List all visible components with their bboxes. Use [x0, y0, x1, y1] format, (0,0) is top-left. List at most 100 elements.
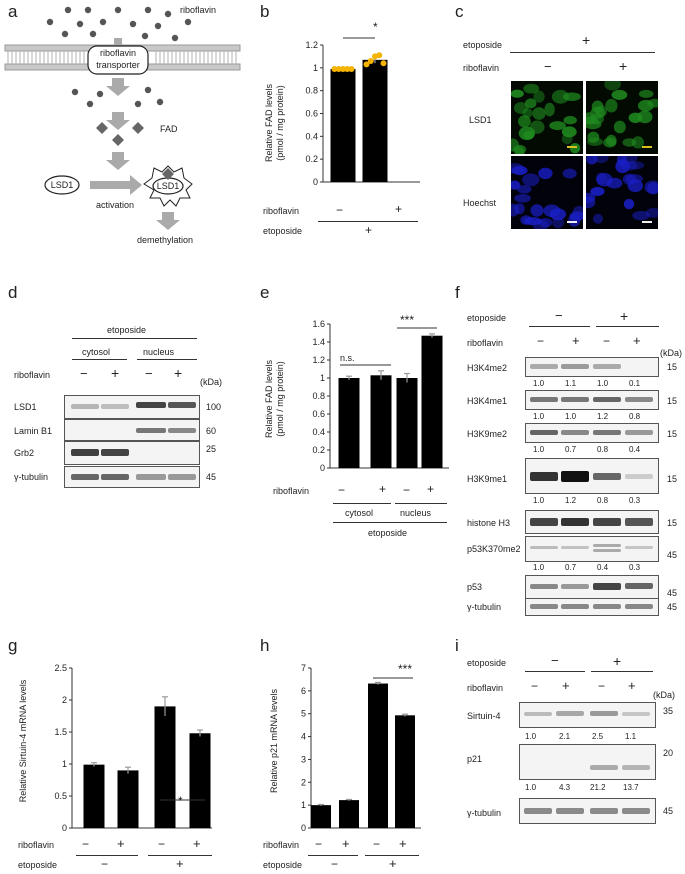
data-point [367, 57, 374, 64]
pathway-diagram [4, 6, 241, 230]
cell-nucleus [532, 107, 546, 120]
cell-nucleus [525, 98, 537, 109]
scale-bar [642, 146, 652, 148]
p21-bar-chart: 0 1 2 3 4 5 6 7 [301, 663, 421, 833]
panel-label-d: d [8, 283, 18, 302]
y-tick-label: 7 [301, 663, 306, 673]
panel-b-ribo-1: − [336, 203, 344, 217]
panel-f-ribo-label: riboflavin [467, 338, 504, 348]
y-tick-label: 0.4 [305, 131, 318, 141]
panel-d: etoposide cytosol nucleus riboflavin − +… [0, 300, 250, 500]
hoechst-image-minus [511, 156, 583, 229]
bar [339, 800, 359, 828]
divider [72, 359, 127, 360]
cell-nucleus [632, 210, 650, 221]
data-point [363, 61, 370, 68]
cell-nucleus [611, 89, 628, 100]
panel-label-f: f [455, 283, 460, 302]
cell-nucleus [568, 214, 581, 227]
panel-b-ylabel: Relative FAD levels (pmol / mg protein) [264, 83, 285, 163]
eto-sign: − [555, 308, 563, 323]
panel-b-ribo-label: riboflavin [263, 206, 300, 216]
y-tick-label: 0 [313, 177, 318, 187]
quant-value: 1.1 [565, 379, 577, 388]
eto-sign: − [551, 653, 559, 668]
blot-label: p53 [467, 582, 483, 592]
quant-value: 0.8 [629, 412, 641, 421]
quant-value: 0.7 [565, 445, 577, 454]
ribo-sign: + [399, 836, 407, 851]
bar [154, 706, 176, 828]
quant-value: 1.0 [525, 783, 537, 792]
panel-label-a: a [8, 2, 18, 21]
cell-nucleus [604, 81, 621, 91]
blot-p53k370me2 [525, 536, 659, 562]
panel-f-eto-label: etoposide [467, 313, 507, 323]
cell-nucleus [590, 106, 606, 119]
lsd1-label: LSD1 [50, 180, 74, 190]
kda-marker: 25 [206, 444, 217, 454]
panel-h-sig: *** [398, 662, 413, 676]
cell-nucleus [603, 137, 617, 148]
divider [76, 855, 138, 856]
ribo-sign: − [603, 334, 611, 348]
cell-nucleus [590, 186, 605, 196]
data-point [348, 65, 355, 72]
panel-f: etoposide − + riboflavin − + − + (kDa) H… [455, 300, 685, 616]
y-tick-label: 1.2 [305, 40, 318, 50]
blot-label: p21 [467, 754, 483, 764]
scale-bar [567, 146, 577, 148]
blot-h3k9me2 [525, 423, 659, 443]
cell-nucleus [523, 130, 534, 140]
panel-b-eto-val: + [365, 223, 373, 237]
panel-c-eto-label: etoposide [463, 40, 503, 50]
lsd1-active-label: LSD1 [156, 181, 180, 191]
y-tick-label: 6 [301, 686, 306, 696]
quant-value: 0.4 [597, 563, 609, 572]
riboflavin-label: riboflavin [180, 5, 217, 15]
panel-c-hoechst-label: Hoechst [463, 198, 497, 208]
ribo-sign: + [427, 482, 435, 496]
panel-g-eto-label: etoposide [18, 860, 58, 870]
kda-marker: 15 [667, 396, 678, 406]
blot-tubulin [64, 466, 200, 488]
panel-g-ribo-label: riboflavin [18, 840, 55, 850]
blot-label: H3K9me1 [467, 474, 508, 484]
bar [189, 733, 211, 828]
ribo-sign: − [158, 837, 166, 851]
bar [311, 805, 331, 828]
transporter-line1: riboflavin [99, 48, 137, 58]
quant-value: 2.5 [592, 732, 604, 741]
panel-e-ns: n.s. [340, 353, 355, 363]
eto-sign: − [101, 857, 109, 871]
quant-value: 0.4 [629, 445, 641, 454]
quant-value: 0.3 [629, 563, 641, 572]
cell-nucleus [596, 173, 613, 187]
blot-g-tubulin-f [525, 598, 659, 616]
panel-g: 0 0.5 1 1.5 2 2.5 Relative Sirtuin-4 mRNA lev… [0, 650, 250, 874]
ribo-sign: − [598, 679, 606, 693]
data-point [380, 60, 387, 67]
panel-e-cytosol: cytosol [345, 508, 374, 518]
panel-b-sig: * [373, 20, 378, 34]
divider [591, 671, 653, 672]
blot-grb2 [64, 441, 200, 465]
data-point [340, 65, 346, 72]
cell-nucleus [561, 126, 577, 138]
cell-nucleus [523, 83, 540, 94]
panel-label-h: h [260, 636, 270, 655]
quant-value: 1.0 [533, 379, 545, 388]
blot-label: H3K9me2 [467, 429, 508, 439]
blot-label-tubulin: γ-tubulin [14, 472, 49, 482]
quant-value: 4.3 [559, 783, 571, 792]
cell-nucleus [544, 102, 555, 117]
blot-sirtuin4 [519, 702, 656, 728]
eto-sign: + [620, 308, 629, 324]
panel-g-sig: * [178, 794, 183, 808]
cell-nucleus [549, 121, 566, 131]
quant-value: 1.0 [525, 732, 537, 741]
cell-nucleus [569, 143, 581, 154]
y-tick-label: 0 [62, 823, 67, 833]
divider [395, 503, 447, 504]
cell-nucleus [644, 180, 658, 194]
